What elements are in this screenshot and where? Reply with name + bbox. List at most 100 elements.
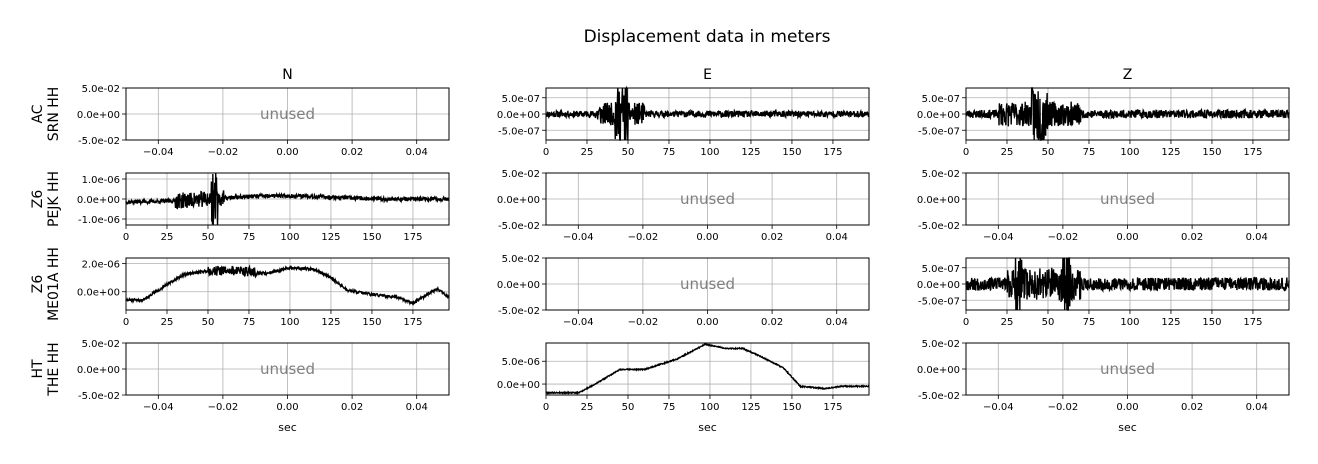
y-tick-label: 2.0e-06 (82, 260, 120, 271)
y-tick-label: 5.0e-07 (502, 94, 540, 105)
x-tick-label: −0.04 (563, 317, 594, 328)
y-tick-label: 5.0e-02 (82, 339, 120, 350)
row-label-station: PEJK HH (46, 171, 62, 227)
y-tick-label: -5.0e-07 (918, 296, 960, 307)
x-tick-label: 0.00 (696, 232, 718, 243)
x-tick-label: 75 (243, 317, 256, 328)
x-tick-label: 25 (1001, 317, 1014, 328)
waveform-line (125, 264, 450, 307)
x-tick-label: 125 (741, 147, 760, 158)
x-tick-label: 0 (963, 147, 969, 158)
row-label-station: THE HH (46, 342, 62, 396)
row-label: Z6 ME01A HH (30, 247, 62, 321)
x-tick-label: 0.04 (406, 402, 428, 413)
subplot-panel: 0 25 50 75 100 125 150 175 5.0e-07 0.0e+00 -5.0e-0… (917, 257, 1290, 328)
x-tick-label: 0.04 (1246, 232, 1268, 243)
x-tick-label: 0.02 (341, 147, 363, 158)
column-title: Z (1123, 67, 1133, 83)
x-tick-label: 50 (202, 232, 215, 243)
y-tick-label: -5.0e-02 (78, 391, 120, 402)
x-tick-label: 175 (403, 232, 422, 243)
subplot-panel: unused −0.04 −0.02 0.00 0.02 0.04 5.0e-02 0.0e+… (497, 254, 870, 328)
x-tick-label: 0 (123, 232, 129, 243)
y-tick-label: 5.0e-07 (922, 264, 960, 275)
x-tick-label: 0.00 (1116, 402, 1138, 413)
x-tick-label: −0.04 (143, 147, 174, 158)
row-label: Z6 PEJK HH (30, 171, 62, 227)
y-tick-label: 5.0e-02 (82, 84, 120, 95)
x-tick-label: 50 (1042, 317, 1055, 328)
x-tick-label: 0.04 (406, 147, 428, 158)
unused-label: unused (260, 360, 315, 378)
y-tick-label: 0.0e+00 (77, 365, 120, 376)
y-tick-label: 0.0e+00 (917, 110, 960, 121)
y-tick-label: -5.0e-07 (498, 126, 540, 137)
x-tick-label: −0.02 (1048, 232, 1079, 243)
x-tick-label: 100 (1120, 147, 1139, 158)
x-tick-label: −0.02 (628, 232, 659, 243)
x-tick-label: 0.04 (826, 317, 848, 328)
y-tick-label: -5.0e-02 (78, 136, 120, 147)
row-label: HT THE HH (30, 342, 62, 396)
x-tick-label: 0 (123, 317, 129, 328)
y-tick-label: 0.0e+00 (497, 380, 540, 391)
x-tick-label: 0.02 (761, 232, 783, 243)
unused-label: unused (1100, 190, 1155, 208)
unused-label: unused (680, 275, 735, 293)
x-tick-label: 150 (1202, 147, 1221, 158)
y-tick-label: -5.0e-02 (498, 306, 540, 317)
subplot-panel: 0 25 50 75 100 125 150 175 5.0e-07 0.0e+00 -5.0e-0… (497, 85, 870, 158)
x-tick-label: 150 (1202, 317, 1221, 328)
x-tick-label: 0.02 (1181, 402, 1203, 413)
x-tick-label: 75 (243, 232, 256, 243)
x-tick-label: 75 (1083, 317, 1096, 328)
subplot-panel: 0 25 50 75 100 125 150 175 1.0e-06 0.0e+00 -1.0e-0… (77, 172, 450, 243)
y-tick-label: -5.0e-02 (918, 391, 960, 402)
x-tick-label: −0.02 (628, 317, 659, 328)
y-tick-label: 5.0e-02 (922, 169, 960, 180)
row-label-network: Z6 (30, 275, 46, 294)
x-tick-label: 0.02 (1181, 232, 1203, 243)
x-tick-label: 100 (280, 232, 299, 243)
x-tick-label: 150 (782, 147, 801, 158)
subplot-panel: unused −0.04 −0.02 0.00 0.02 0.04 5.0e-02 0.0e+… (77, 84, 450, 158)
y-tick-label: 0.0e+00 (497, 280, 540, 291)
y-tick-label: 5.0e-02 (502, 169, 540, 180)
x-tick-label: 125 (321, 232, 340, 243)
figure-title: Displacement data in meters (583, 27, 831, 47)
x-tick-label: 50 (202, 317, 215, 328)
x-tick-label: 0.04 (1246, 402, 1268, 413)
x-tick-label: 175 (823, 402, 842, 413)
x-tick-label: 0.02 (341, 402, 363, 413)
x-tick-label: 50 (622, 402, 635, 413)
x-tick-label: 125 (741, 402, 760, 413)
x-tick-label: 125 (1161, 317, 1180, 328)
x-tick-label: 0.00 (1116, 232, 1138, 243)
x-tick-label: 75 (663, 402, 676, 413)
x-tick-label: 25 (1001, 147, 1014, 158)
row-label-station: ME01A HH (46, 247, 62, 321)
subplot-panel: unused −0.04 −0.02 0.00 0.02 0.04 5.0e-02 0.0e+… (77, 339, 450, 413)
unused-label: unused (260, 105, 315, 123)
y-tick-label: 0.0e+00 (917, 195, 960, 206)
x-axis-label: sec (698, 421, 717, 434)
y-tick-label: 5.0e-02 (502, 254, 540, 265)
x-tick-label: 125 (321, 317, 340, 328)
subplot-panel: 0 25 50 75 100 125 150 175 5.0e-07 0.0e+00 -5.0e-0… (917, 87, 1290, 158)
y-tick-label: 0.0e+00 (917, 280, 960, 291)
y-tick-label: 0.0e+00 (497, 195, 540, 206)
x-tick-label: 175 (823, 147, 842, 158)
y-tick-label: 0.0e+00 (497, 110, 540, 121)
x-tick-label: −0.04 (563, 232, 594, 243)
waveform-line (125, 172, 450, 226)
subplot-panel: 0 25 50 75 100 125 150 175 2.0e-06 0.0e+00 (77, 257, 450, 328)
y-tick-label: 0.0e+00 (917, 365, 960, 376)
x-tick-label: 100 (700, 402, 719, 413)
x-tick-label: 75 (1083, 147, 1096, 158)
x-tick-label: 0 (543, 147, 549, 158)
y-tick-label: -5.0e-02 (918, 221, 960, 232)
y-tick-label: 5.0e-06 (502, 357, 540, 368)
x-tick-label: 150 (362, 317, 381, 328)
x-tick-label: 150 (362, 232, 381, 243)
